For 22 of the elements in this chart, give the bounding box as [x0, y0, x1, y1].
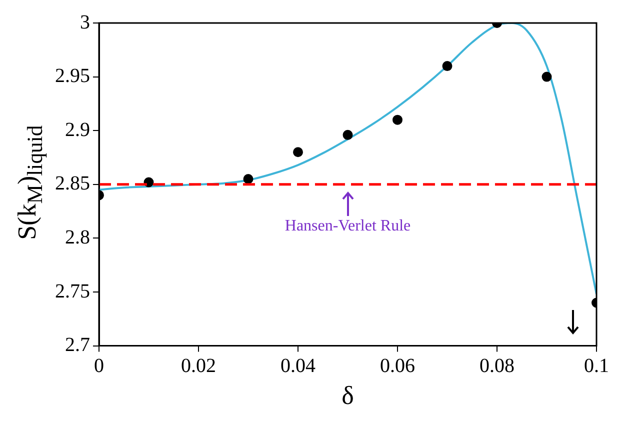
y-tick-label: 2.95 — [55, 65, 90, 88]
y-tick-label: 2.8 — [65, 226, 90, 248]
x-tick-label: 0.02 — [181, 355, 216, 378]
x-tick-label: 0 — [94, 355, 104, 378]
y-tick-label: 2.9 — [65, 118, 90, 141]
line-series — [99, 23, 596, 296]
y-tick-label: 3 — [80, 11, 90, 34]
y-tick-label: 2.75 — [55, 280, 90, 302]
x-axis-title: δ — [342, 381, 354, 410]
x-tick-label: 0.1 — [584, 355, 609, 378]
x-tick-label: 0.08 — [480, 355, 514, 378]
point — [542, 72, 552, 82]
point — [442, 61, 452, 72]
y-tick-label: 2.7 — [65, 334, 90, 356]
point — [392, 114, 402, 125]
y-tick-label: 2.85 — [55, 172, 90, 195]
point — [342, 130, 353, 140]
point — [293, 147, 303, 158]
point — [243, 174, 254, 184]
ref-line-label: Hansen-Verlet Rule — [284, 218, 411, 235]
x-tick-label: 0.06 — [380, 355, 415, 378]
x-tick-label: 0.04 — [280, 355, 316, 378]
